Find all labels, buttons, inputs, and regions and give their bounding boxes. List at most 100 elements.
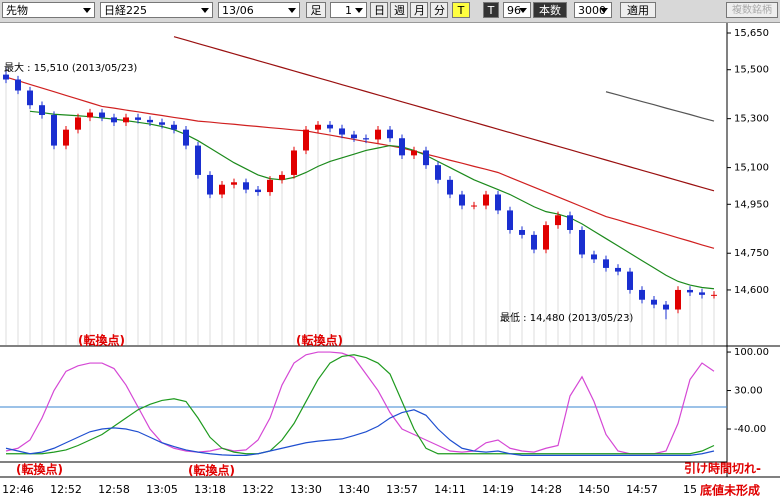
candle-body [711,295,717,296]
x-tick-label: 14:50 [578,483,610,496]
candle-body [99,113,105,118]
bar-size-select[interactable]: 1 [330,2,367,18]
candle-body [531,235,537,250]
candle-body [567,215,573,230]
candle-body [327,125,333,129]
x-tick-label: 14:19 [482,483,514,496]
y-tick-label: 15,650 [734,28,769,39]
candle-body [195,146,201,175]
y-tick-label: 15,100 [734,163,769,174]
candle-body [363,138,369,139]
candle-body [75,117,81,129]
candle-body [135,117,141,119]
candle-body [699,292,705,294]
candle-body [243,182,249,189]
candle-body [375,130,381,140]
y-tick-label: 30.00 [734,386,763,397]
candle-body [519,230,525,235]
bar-label: 足 [306,2,326,18]
candle-body [315,125,321,130]
market-select[interactable]: 先物 [2,2,95,18]
contract-select[interactable]: 13/06 [218,2,300,18]
candle-body [423,150,429,165]
y-tick-label: 14,600 [734,285,769,296]
candle-body [51,115,57,146]
x-tick-label: 12:46 [2,483,34,496]
bottom-note: 底値未形成 [700,483,760,498]
y-tick-label: 14,950 [734,199,769,210]
candle-body [459,195,465,206]
candle-body [291,150,297,174]
candle-body [219,185,225,195]
candle-body [639,290,645,300]
multi-button[interactable]: 複数銘柄 [726,2,778,18]
candle-body [615,268,621,272]
toolbar: 先物 日経225 13/06 足 1 日 週 月 分 T T 96 本数 300… [0,0,780,23]
candle-body [399,138,405,155]
apply-button[interactable]: 適用 [620,2,656,18]
candle-body [387,130,393,139]
x-tick-label: 14:28 [530,483,562,496]
candle-body [435,165,441,180]
candle-body [627,272,633,290]
candle-body [123,117,129,122]
candle-body [3,75,9,80]
turning-point: (転換点) [16,462,63,477]
y-tick-label: -40.00 [734,424,766,435]
candle-body [207,175,213,195]
x-tick-label: 13:22 [242,483,274,496]
candle-body [687,290,693,292]
candle-body [159,122,165,124]
candle-body [447,180,453,195]
candle-body [39,105,45,115]
candle-body [147,120,153,122]
close-note: 引け時間切れ- [684,461,761,476]
x-tick-label: 12:58 [98,483,130,496]
turning-point: (転換点) [296,333,343,348]
turning-point: (転換点) [78,333,125,348]
candle-body [675,290,681,310]
y-tick-label: 14,750 [734,248,769,259]
candle-body [495,195,501,211]
candle-body [15,80,21,91]
candle-body [411,150,417,155]
candle-body [231,182,237,184]
x-tick-label: 13:05 [146,483,178,496]
tick-label: T [483,2,499,18]
candle-body [87,113,93,118]
bars-label: 本数 [533,2,567,18]
period-month[interactable]: 月 [410,2,428,18]
candle-body [339,128,345,134]
candle-body [183,130,189,146]
period-week[interactable]: 週 [390,2,408,18]
x-tick-label: 14:57 [626,483,658,496]
candle-body [483,195,489,206]
candle-body [591,254,597,259]
y-tick-label: 100.00 [734,347,769,358]
candle-body [63,130,69,146]
max-label: 最大 : 15,510 (2013/05/23) [4,61,137,74]
candle-body [303,130,309,151]
x-tick-label: 13:57 [386,483,418,496]
period-minute[interactable]: 分 [430,2,448,18]
x-tick-label: 12:52 [50,483,82,496]
turning-point: (転換点) [188,463,235,478]
period-day[interactable]: 日 [370,2,388,18]
x-tick-label: 13:30 [290,483,322,496]
y-tick-label: 15,300 [734,114,769,125]
candle-body [603,259,609,268]
y-tick-label: 15,500 [734,65,769,76]
candle-body [351,135,357,139]
bars-select[interactable]: 96 [503,2,531,18]
symbol-select[interactable]: 日経225 [100,2,213,18]
min-label: 最低 : 14,480 (2013/05/23) [500,311,633,324]
candle-body [27,91,33,106]
max-bars-select[interactable]: 3000 [574,2,612,18]
candle-body [651,300,657,305]
period-tick[interactable]: T [452,2,470,18]
candle-body [663,305,669,310]
candle-body [111,117,117,122]
x-tick-label: 13:18 [194,483,226,496]
